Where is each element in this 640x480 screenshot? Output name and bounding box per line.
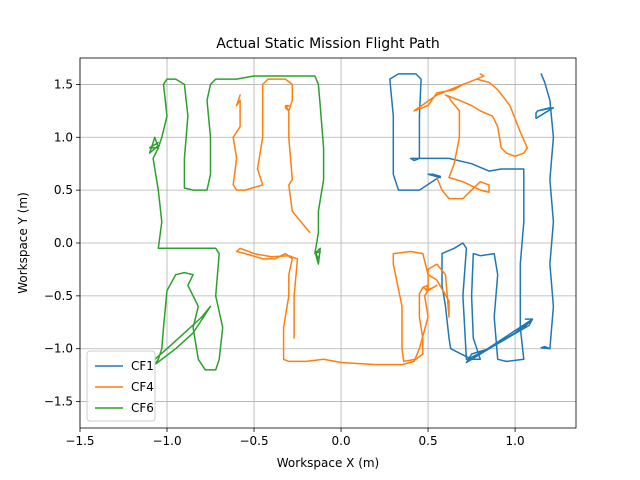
- flight-path-cf4: [232, 78, 311, 234]
- x-tick-label: −0.5: [239, 434, 268, 448]
- flight-path-cf1: [465, 318, 534, 364]
- x-tick-label: 1.0: [506, 434, 525, 448]
- chart-title: Actual Static Mission Flight Path: [216, 36, 439, 52]
- legend-label: CF4: [131, 380, 154, 394]
- series-layer: [148, 73, 555, 371]
- y-tick-label: 1.0: [54, 130, 73, 144]
- series-cf6: [148, 75, 325, 371]
- y-tick-label: −1.0: [44, 342, 73, 356]
- legend-box: [86, 350, 156, 422]
- x-tick-label: 0.0: [332, 434, 351, 448]
- y-tick-label: 0.0: [54, 236, 73, 250]
- x-axis-title: Workspace X (m): [277, 456, 380, 470]
- legend-label: CF6: [131, 401, 154, 415]
- series-cf1: [389, 73, 555, 364]
- x-tick-label: 0.5: [419, 434, 438, 448]
- x-tick-label: −1.0: [152, 434, 181, 448]
- axis-ticks: −1.5 −1.0 −0.5 0.0 0.5 1.0 1.5 1.0 0.5 0.0 −0.5 −1.…: [44, 77, 525, 448]
- y-tick-label: 0.5: [54, 183, 73, 197]
- series-cf4: [232, 73, 529, 366]
- y-tick-label: −1.5: [44, 395, 73, 409]
- y-tick-label: −0.5: [44, 289, 73, 303]
- flight-path-cf4: [413, 73, 529, 200]
- flight-path-cf1: [540, 73, 555, 350]
- y-axis-title: Workspace Y (m): [16, 192, 30, 294]
- flight-path-cf4: [392, 250, 450, 363]
- legend: CF1 CF4 CF6: [86, 350, 156, 422]
- x-tick-label: −1.5: [65, 434, 94, 448]
- flight-path-cf1: [535, 106, 555, 120]
- y-tick-label: 1.5: [54, 77, 73, 91]
- legend-label: CF1: [131, 359, 154, 373]
- flight-path-cf6: [157, 75, 325, 265]
- flight-path-cf4: [235, 247, 429, 366]
- flight-path-cf1: [389, 73, 525, 363]
- flight-path-cf6: [152, 147, 224, 371]
